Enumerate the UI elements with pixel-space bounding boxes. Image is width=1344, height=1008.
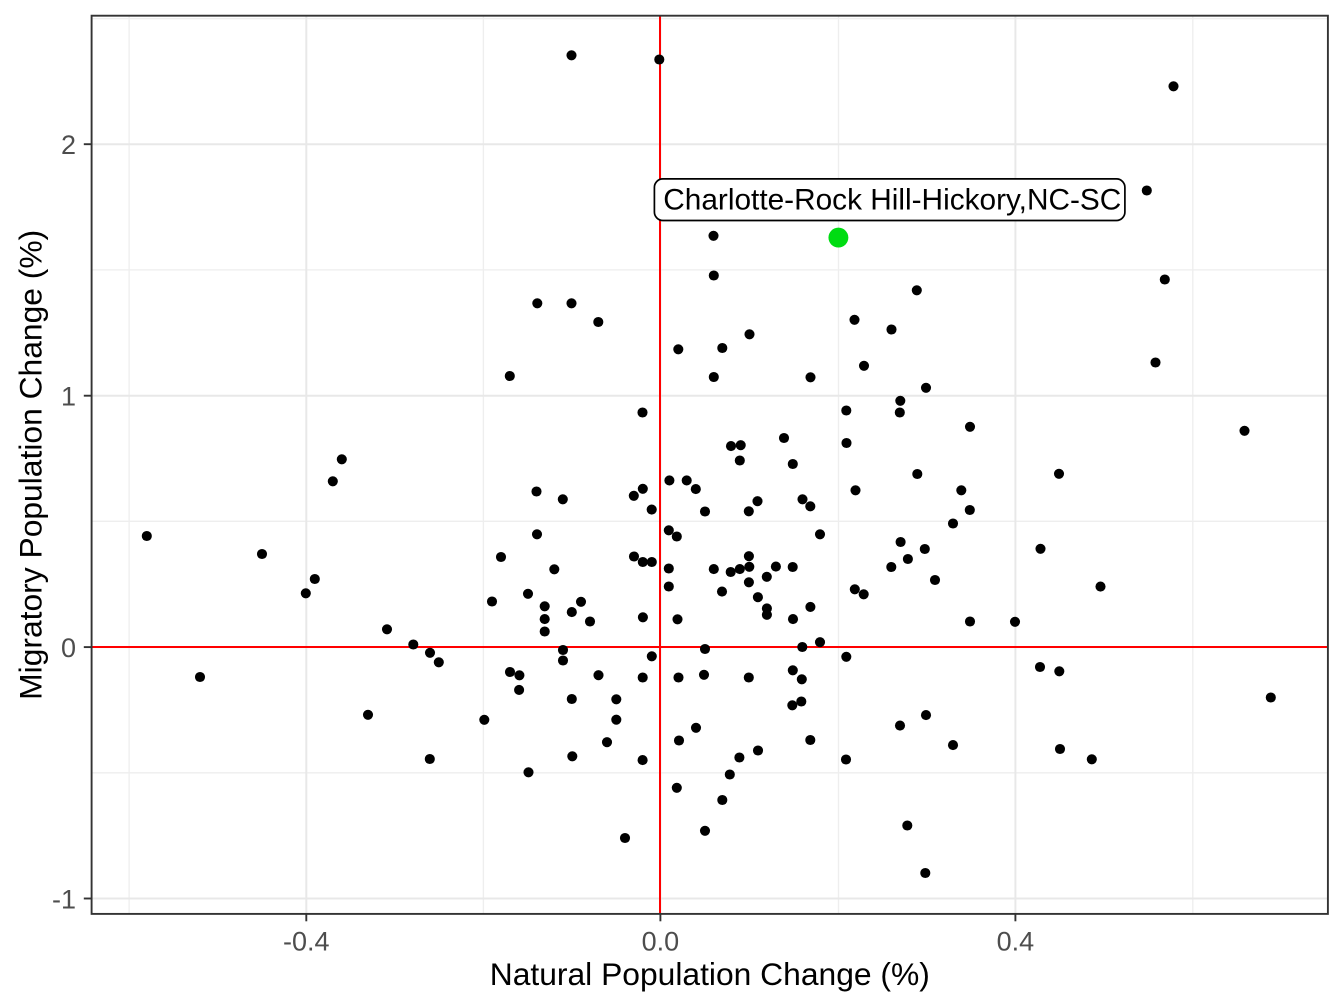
svg-text:0.4: 0.4 bbox=[997, 927, 1035, 957]
svg-text:0: 0 bbox=[61, 633, 76, 663]
svg-text:-0.4: -0.4 bbox=[283, 927, 330, 957]
svg-text:-1: -1 bbox=[52, 884, 76, 914]
svg-text:2: 2 bbox=[61, 130, 76, 160]
svg-text:0.0: 0.0 bbox=[642, 927, 680, 957]
svg-text:Natural Population Change (%): Natural Population Change (%) bbox=[490, 956, 930, 992]
svg-text:1: 1 bbox=[61, 382, 76, 412]
svg-text:Migratory Population Change (%: Migratory Population Change (%) bbox=[13, 230, 49, 700]
svg-text:Charlotte-Rock Hill-Hickory,NC: Charlotte-Rock Hill-Hickory,NC-SC bbox=[663, 183, 1121, 216]
